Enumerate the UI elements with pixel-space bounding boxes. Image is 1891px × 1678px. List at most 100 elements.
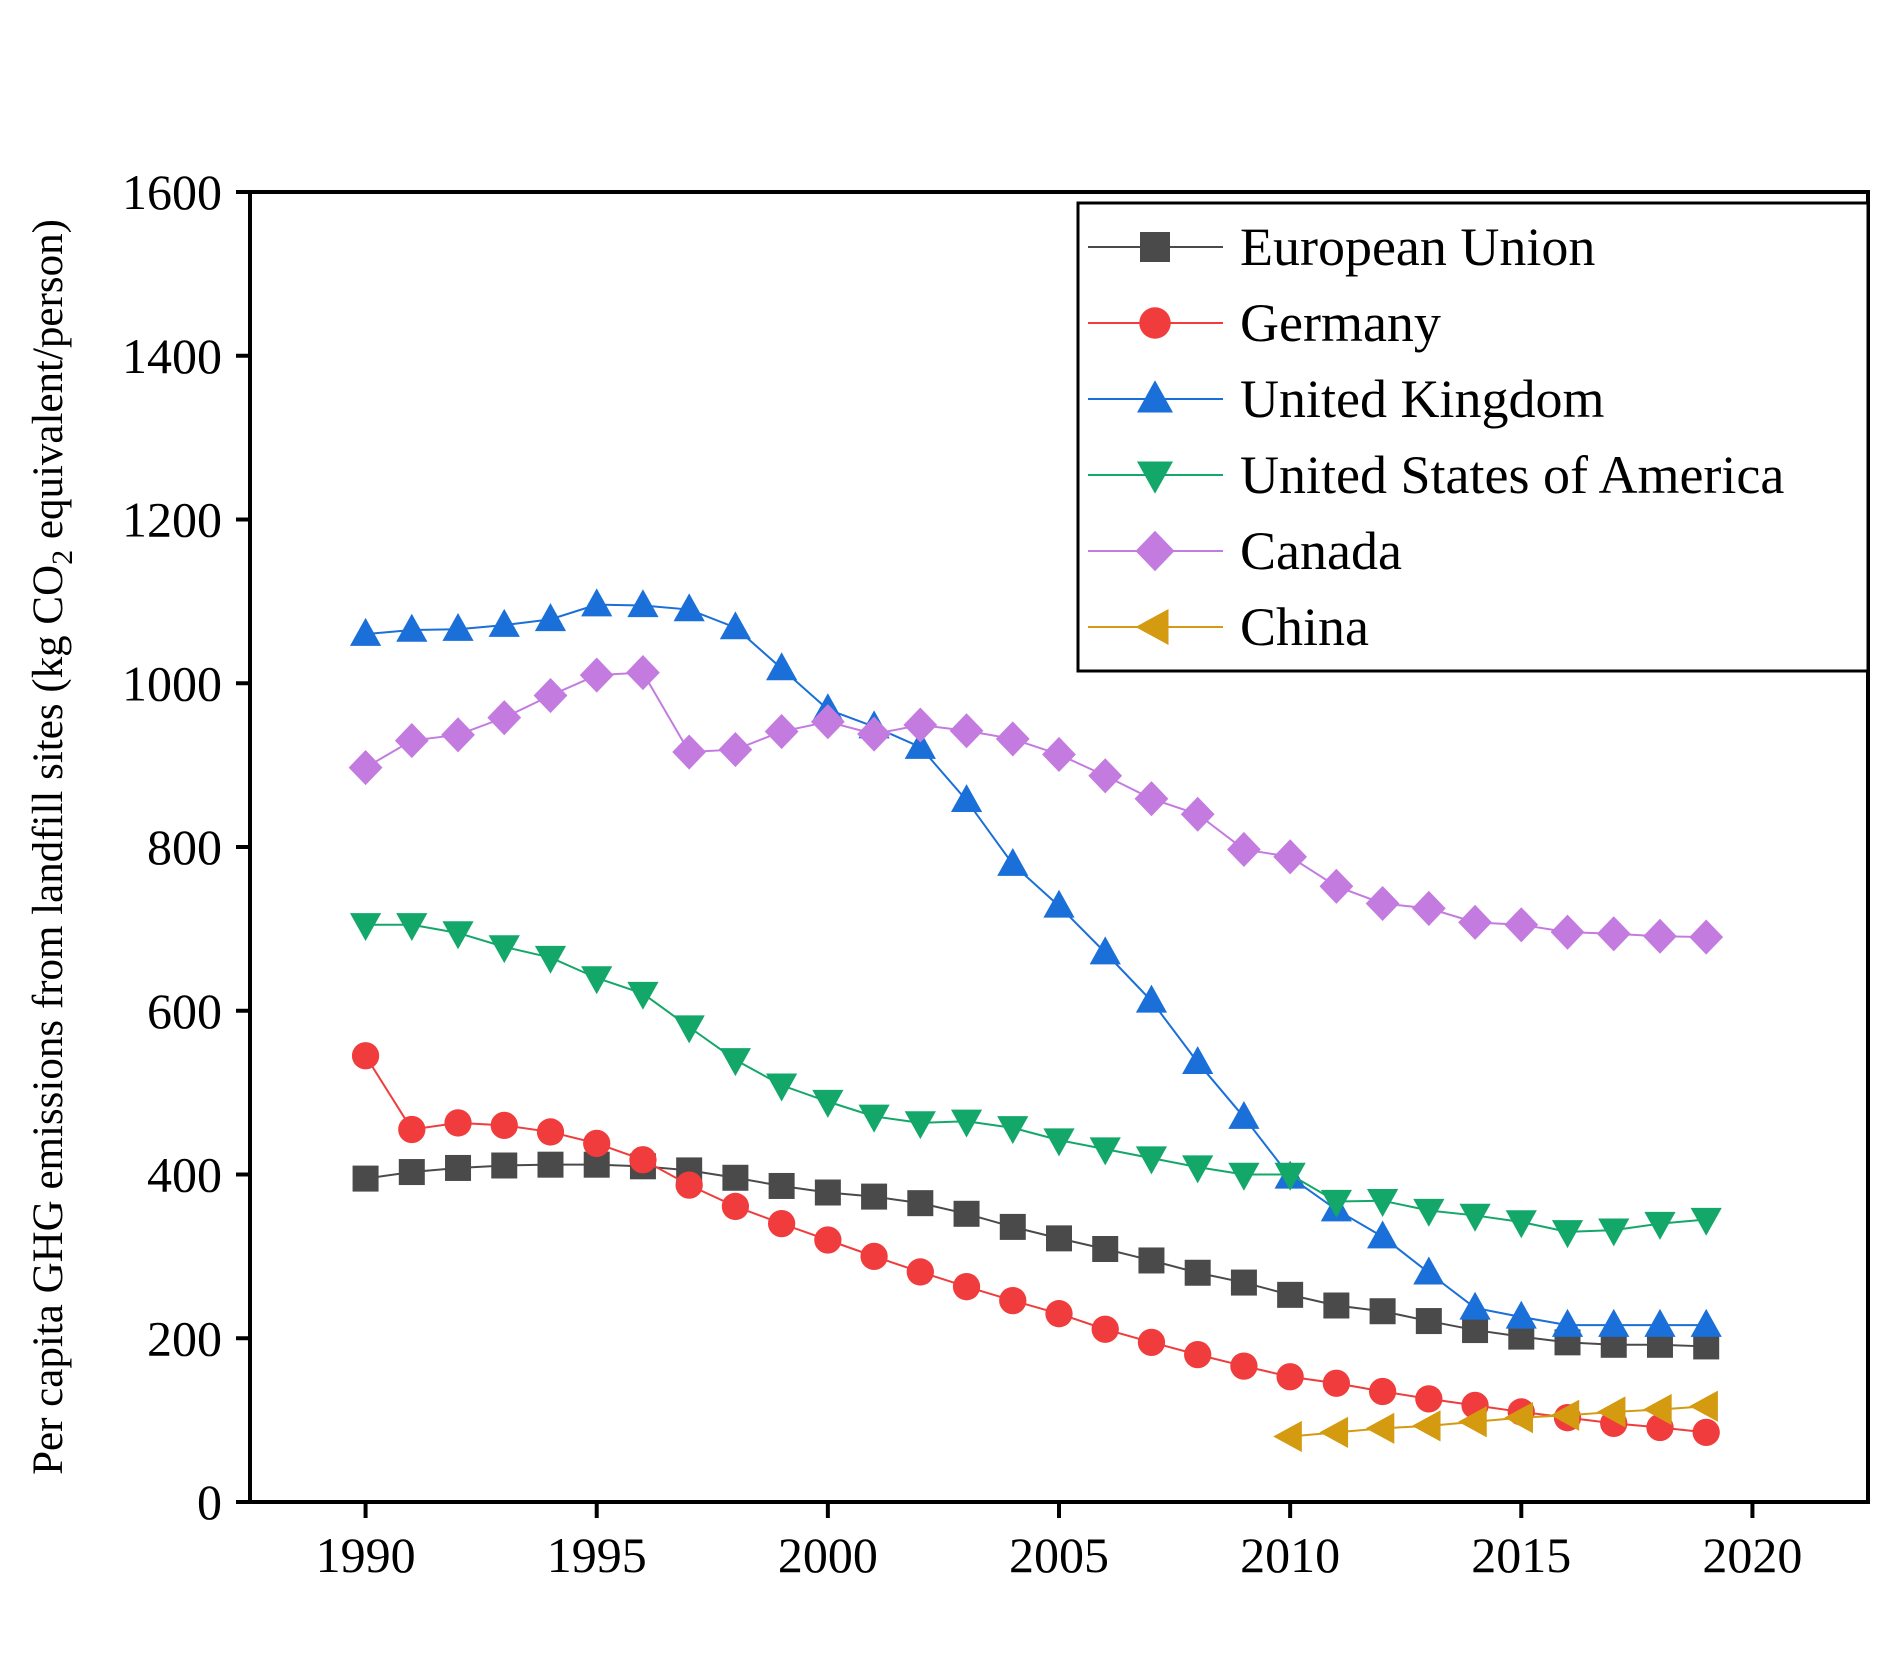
data-point-canada-1997: [672, 734, 707, 770]
data-point-china-2016: [1550, 1399, 1580, 1431]
data-point-germany-2001: [860, 1242, 888, 1271]
data-point-canada-2003: [949, 713, 984, 749]
data-point-canada-1995: [579, 657, 614, 693]
data-point-canada-1996: [626, 655, 660, 691]
data-point-united-kingdom-2002: [904, 730, 936, 759]
data-point-china-2017: [1596, 1396, 1626, 1428]
data-point-united-states-of-america-1998: [719, 1048, 751, 1077]
data-point-canada-1993: [487, 700, 522, 736]
data-point-germany-1998: [721, 1192, 750, 1221]
data-point-united-states-of-america-2017: [1598, 1218, 1630, 1247]
data-point-canada-2014: [1458, 904, 1492, 940]
data-point-china-2015: [1504, 1402, 1533, 1434]
legend-marker-canada: [1135, 530, 1175, 572]
data-point-united-states-of-america-2001: [858, 1104, 890, 1133]
series-line-united-states-of-america: [365, 923, 1707, 1233]
data-point-european-union-1999: [768, 1172, 795, 1199]
data-point-united-kingdom-1997: [673, 593, 705, 622]
data-point-canada-2004: [995, 721, 1030, 757]
data-point-germany-2004: [999, 1286, 1027, 1315]
x-tick-label-2020: 2020: [1702, 1527, 1802, 1583]
data-point-european-union-1998: [722, 1164, 749, 1191]
series-line-canada: [365, 671, 1707, 939]
data-point-european-union-1990: [352, 1165, 379, 1192]
data-point-china-2019: [1689, 1390, 1718, 1422]
data-point-united-states-of-america-2011: [1320, 1189, 1352, 1218]
data-point-united-states-of-america-2008: [1182, 1155, 1214, 1184]
data-point-united-states-of-america-2004: [997, 1116, 1029, 1145]
data-point-european-union-2002: [907, 1190, 934, 1217]
data-point-united-states-of-america-2013: [1413, 1198, 1445, 1227]
data-point-united-kingdom-2014: [1459, 1291, 1491, 1320]
data-point-canada-2017: [1596, 916, 1631, 952]
data-point-united-states-of-america-1997: [673, 1015, 705, 1044]
data-point-european-union-2014: [1462, 1317, 1489, 1344]
y-axis-label: Per capita GHG emissions from landfill s…: [25, 219, 79, 1475]
data-point-germany-2013: [1415, 1385, 1443, 1413]
data-point-canada-1992: [441, 717, 475, 753]
data-point-china-2012: [1365, 1412, 1395, 1444]
data-point-canada-2000: [810, 704, 845, 740]
data-point-united-states-of-america-1991: [396, 913, 428, 942]
data-point-european-union-2004: [999, 1213, 1026, 1240]
data-point-united-kingdom-2017: [1598, 1308, 1630, 1337]
series-united-states-of-america: [349, 913, 1722, 1249]
data-point-china-2018: [1643, 1393, 1672, 1426]
x-tick-label-2005: 2005: [1009, 1527, 1109, 1583]
x-tick-label-1990: 1990: [316, 1527, 416, 1583]
legend-label-european-union: European Union: [1240, 217, 1595, 277]
data-point-european-union-1993: [491, 1152, 518, 1179]
data-point-germany-2019: [1692, 1418, 1720, 1447]
y-tick-label-600: 600: [147, 983, 222, 1039]
data-point-germany-1996: [629, 1146, 657, 1174]
legend: European Union Germany United Kingdom Unite…: [1076, 201, 1870, 673]
data-point-united-kingdom-2016: [1551, 1308, 1584, 1337]
data-point-germany-2011: [1322, 1369, 1351, 1397]
data-point-european-union-2013: [1415, 1308, 1442, 1335]
series-line-china: [1290, 1405, 1707, 1438]
data-point-united-kingdom-2019: [1690, 1308, 1722, 1337]
data-point-canada-2007: [1134, 781, 1169, 817]
series-china: [1273, 1390, 1718, 1453]
data-point-germany-2005: [1045, 1300, 1073, 1328]
data-point-united-kingdom-1998: [719, 611, 751, 640]
data-point-european-union-2012: [1369, 1298, 1396, 1325]
data-point-european-union-2000: [814, 1179, 841, 1206]
data-point-united-kingdom-1991: [396, 613, 428, 642]
data-point-germany-1990: [351, 1042, 380, 1070]
data-point-united-kingdom-2012: [1367, 1220, 1399, 1249]
data-point-european-union-2006: [1092, 1236, 1119, 1263]
data-point-united-states-of-america-2015: [1505, 1210, 1537, 1239]
y-axis-label-main: Per capita GHG emissions from landfill s…: [25, 565, 72, 1475]
data-point-canada-2013: [1411, 890, 1446, 926]
data-point-germany-1992: [444, 1109, 472, 1137]
data-point-canada-1990: [348, 750, 383, 786]
data-point-united-states-of-america-2018: [1644, 1211, 1676, 1240]
series-germany: [351, 1042, 1720, 1447]
data-point-united-kingdom-1992: [442, 612, 474, 641]
data-point-united-states-of-america-2009: [1228, 1162, 1260, 1191]
legend-marker-european-union: [1140, 232, 1170, 262]
data-point-united-kingdom-1999: [766, 652, 798, 681]
data-point-canada-1991: [394, 723, 429, 759]
data-point-germany-2006: [1091, 1315, 1119, 1343]
series-canada: [348, 655, 1724, 955]
legend-marker-united-kingdom: [1137, 380, 1173, 413]
data-point-canada-2009: [1227, 831, 1261, 868]
data-point-united-kingdom-2009: [1228, 1100, 1260, 1129]
legend-label-germany: Germany: [1240, 293, 1441, 353]
data-point-united-states-of-america-2014: [1459, 1203, 1491, 1232]
data-point-canada-1998: [718, 732, 753, 768]
legend-marker-germany: [1139, 307, 1171, 339]
data-point-china-2010: [1273, 1420, 1302, 1453]
legend-entry-china: China: [1088, 597, 1369, 657]
legend-marker-united-states-of-america: [1137, 461, 1173, 494]
legend-label-united-states-of-america: United States of America: [1240, 445, 1784, 505]
data-point-united-kingdom-1996: [627, 589, 659, 618]
data-point-united-states-of-america-2005: [1043, 1128, 1075, 1157]
data-point-european-union-2011: [1323, 1292, 1350, 1319]
data-point-china-2011: [1319, 1416, 1349, 1449]
data-point-canada-1994: [533, 677, 568, 714]
legend-entry-european-union: European Union: [1088, 217, 1595, 277]
